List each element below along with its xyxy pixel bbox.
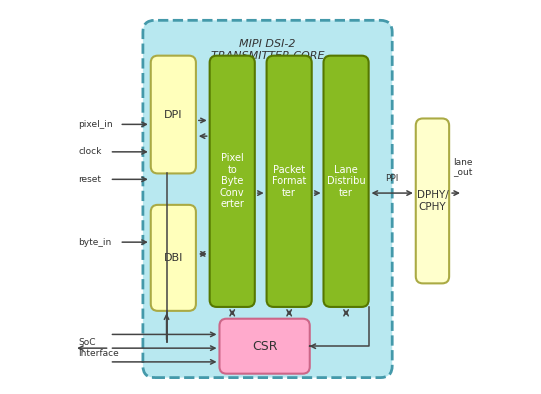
- FancyBboxPatch shape: [416, 119, 449, 283]
- Text: CSR: CSR: [252, 340, 278, 353]
- Text: Packet
Format
ter: Packet Format ter: [272, 165, 306, 198]
- Text: MIPI DSI-2
TRANSMITTER CORE: MIPI DSI-2 TRANSMITTER CORE: [211, 39, 324, 61]
- Text: Pixel
to
Byte
Conv
erter: Pixel to Byte Conv erter: [220, 153, 245, 210]
- FancyBboxPatch shape: [151, 56, 196, 173]
- Text: SoC
Interface: SoC Interface: [78, 338, 119, 358]
- Text: pixel_in: pixel_in: [78, 120, 113, 129]
- FancyBboxPatch shape: [143, 20, 392, 377]
- Text: clock: clock: [78, 147, 102, 156]
- Text: DBI: DBI: [163, 253, 183, 263]
- Text: lane
_out: lane _out: [453, 158, 473, 177]
- FancyBboxPatch shape: [210, 56, 255, 307]
- Text: byte_in: byte_in: [78, 238, 111, 247]
- Text: PPI: PPI: [386, 174, 399, 183]
- Text: DPHY/
CPHY: DPHY/ CPHY: [417, 190, 448, 212]
- FancyBboxPatch shape: [324, 56, 368, 307]
- Text: reset: reset: [78, 175, 101, 184]
- Text: Lane
Distribu
ter: Lane Distribu ter: [327, 165, 365, 198]
- Text: DPI: DPI: [164, 110, 182, 119]
- FancyBboxPatch shape: [267, 56, 312, 307]
- FancyBboxPatch shape: [151, 205, 196, 311]
- FancyBboxPatch shape: [220, 319, 310, 374]
